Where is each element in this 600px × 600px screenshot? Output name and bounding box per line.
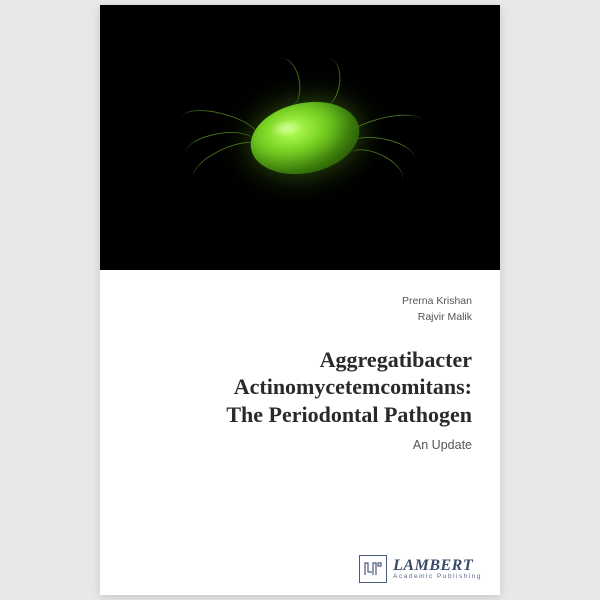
flagellum-icon [266,55,304,109]
cell-body-icon [244,92,366,183]
text-block: Prerna Krishan Rajvir Malik Aggregatibac… [100,270,500,595]
publisher-block: LAMBERT Academic Publishing [359,555,482,583]
book-subtitle: An Update [128,438,472,452]
title-line: Actinomycetemcomitans: [128,373,472,401]
title-line: The Periodontal Pathogen [128,401,472,429]
book-cover: Prerna Krishan Rajvir Malik Aggregatibac… [100,5,500,595]
author-name: Prerna Krishan [128,294,472,310]
publisher-tagline: Academic Publishing [393,574,482,581]
author-name: Rajvir Malik [128,310,472,326]
publisher-logo-icon [359,555,387,583]
authors: Prerna Krishan Rajvir Malik [128,294,472,326]
publisher-text: LAMBERT Academic Publishing [393,558,482,581]
cover-illustration [100,5,500,270]
book-title: Aggregatibacter Actinomycetemcomitans: T… [128,346,472,429]
bacterium-graphic [220,83,380,193]
title-line: Aggregatibacter [128,346,472,374]
publisher-name: LAMBERT [393,558,482,574]
